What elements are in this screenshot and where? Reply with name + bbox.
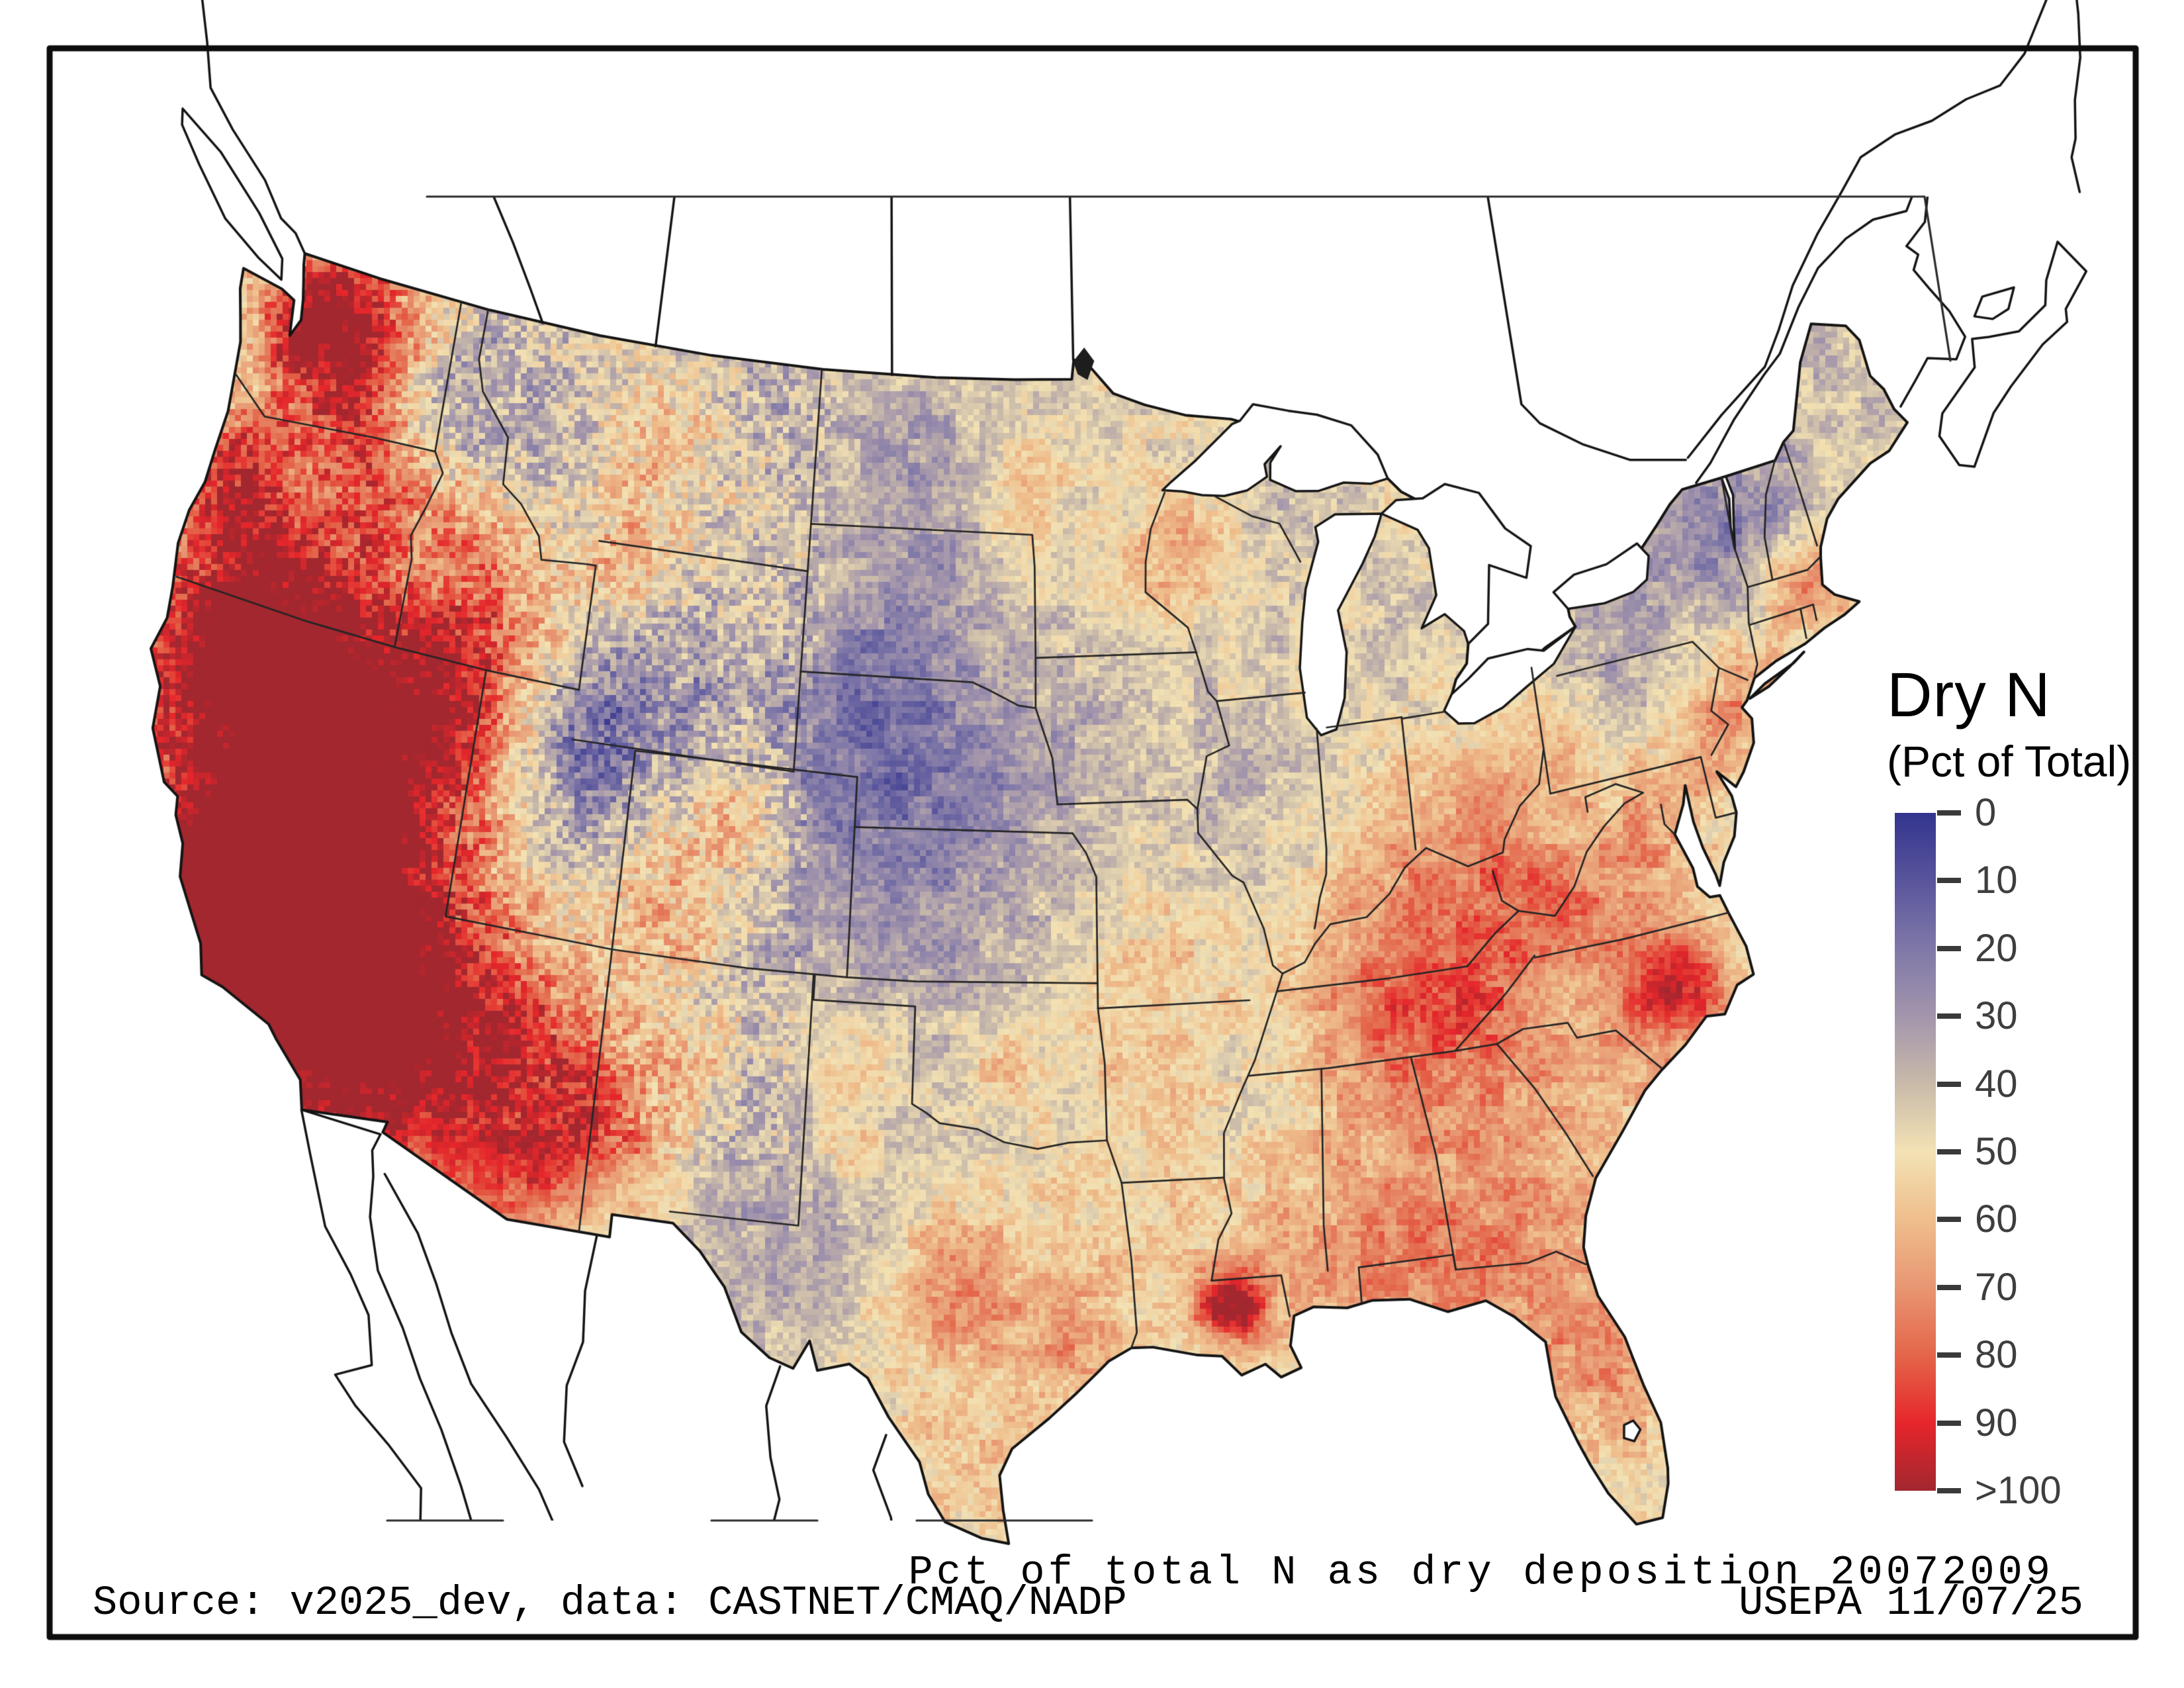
colorbar-tick-label: 50 [1975,1130,2018,1173]
colorbar-tick [1937,1217,1961,1223]
colorbar-tick-label: 60 [1975,1197,2018,1241]
colorbar-tick-label: >100 [1975,1469,2062,1512]
colorbar-tick [1937,1081,1961,1087]
colorbar-tick-label: 20 [1975,926,2018,970]
source-text: Source: v2025_dev, data: CASTNET/CMAQ/NA… [93,1579,1127,1626]
colorbar-tick [1937,1352,1961,1358]
colorbar-tick [1937,878,1961,884]
colorbar-tick [1937,1013,1961,1019]
legend-title: Dry N [1887,660,2051,730]
colorbar-tick-label: 10 [1975,859,2018,902]
colorbar-tick [1937,1420,1961,1426]
colorbar-tick-label: 80 [1975,1333,2018,1377]
map-caption: Pct of total N as dry deposition 2007200… [908,1549,2054,1596]
agency-text: USEPA 11/07/25 [1739,1579,2083,1626]
colorbar-tick [1937,945,1961,951]
colorbar-tick [1937,810,1961,816]
colorbar-tick-label: 0 [1975,791,1997,834]
colorbar-tick-label: 40 [1975,1062,2018,1105]
colorbar [1895,813,1936,1491]
colorbar-tick-label: 30 [1975,994,2018,1038]
colorbar-tick-label: 90 [1975,1401,2018,1444]
colorbar-tick [1937,1149,1961,1154]
legend-subtitle: (Pct of Total) [1887,737,2132,786]
colorbar-tick [1937,1488,1961,1493]
colorbar-tick-label: 70 [1975,1265,2018,1309]
colorbar-tick [1937,1284,1961,1290]
